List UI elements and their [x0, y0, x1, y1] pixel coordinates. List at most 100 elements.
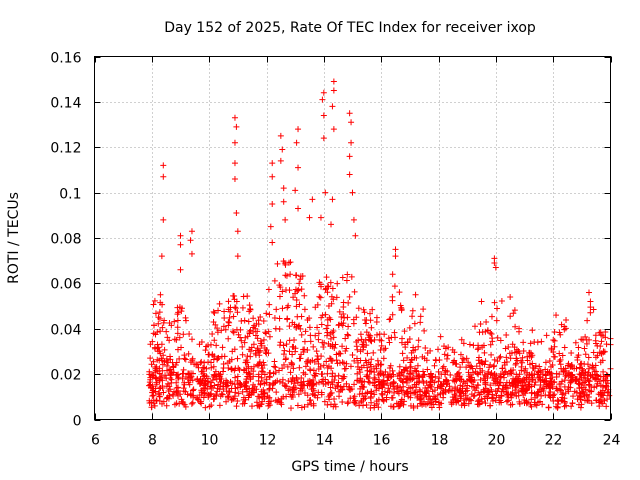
data-point	[382, 345, 389, 352]
data-point	[290, 294, 297, 301]
data-point	[359, 390, 366, 397]
data-point	[243, 369, 250, 376]
data-point	[339, 343, 346, 350]
data-point	[260, 318, 267, 325]
data-point	[423, 393, 430, 400]
data-point	[528, 396, 535, 403]
data-point	[386, 316, 393, 323]
data-point	[456, 387, 463, 394]
data-point	[219, 344, 226, 351]
data-point	[177, 241, 184, 248]
data-point	[488, 351, 495, 358]
data-point	[246, 302, 253, 309]
data-point	[239, 343, 246, 350]
data-point	[351, 399, 358, 406]
data-point	[342, 335, 349, 342]
data-point	[420, 400, 427, 407]
data-point	[408, 357, 415, 364]
data-point	[187, 390, 194, 397]
data-point	[367, 393, 374, 400]
data-point	[553, 403, 560, 410]
data-point	[338, 314, 345, 321]
data-point	[481, 349, 488, 356]
data-point	[265, 350, 272, 357]
data-point	[398, 400, 405, 407]
data-point	[215, 307, 222, 314]
data-point	[503, 398, 510, 405]
data-point	[320, 376, 327, 383]
data-point	[194, 361, 201, 368]
data-point	[528, 383, 535, 390]
data-point	[160, 162, 167, 169]
data-point	[527, 340, 534, 347]
data-point	[301, 292, 308, 299]
data-point	[293, 139, 300, 146]
data-point	[574, 356, 581, 363]
data-point	[470, 384, 477, 391]
data-point	[324, 322, 331, 329]
data-point	[412, 291, 419, 298]
data-point	[415, 379, 422, 386]
data-point	[451, 385, 458, 392]
data-point	[225, 318, 232, 325]
data-point	[317, 214, 324, 221]
data-point	[362, 337, 369, 344]
data-point	[556, 350, 563, 357]
data-point	[404, 354, 411, 361]
data-point	[400, 379, 407, 386]
data-point	[281, 382, 288, 389]
data-point	[483, 318, 490, 325]
data-point	[294, 402, 301, 409]
data-point	[516, 325, 523, 332]
data-point	[474, 381, 481, 388]
data-point	[348, 119, 355, 126]
data-point	[240, 394, 247, 401]
data-point	[357, 331, 364, 338]
data-point	[211, 310, 218, 317]
data-point	[339, 322, 346, 329]
data-point	[499, 365, 506, 372]
data-point	[463, 364, 470, 371]
data-point	[234, 253, 241, 260]
data-point	[269, 380, 276, 387]
data-point	[330, 126, 337, 133]
chart-title: Day 152 of 2025, Rate Of TEC Index for r…	[164, 20, 536, 36]
data-point	[342, 347, 349, 354]
data-point	[150, 372, 157, 379]
data-point	[150, 301, 157, 308]
data-point	[163, 363, 170, 370]
data-point	[288, 405, 295, 412]
data-point	[306, 214, 313, 221]
data-point	[325, 303, 332, 310]
data-point	[548, 346, 555, 353]
data-point	[389, 394, 396, 401]
data-point	[491, 299, 498, 306]
data-point	[390, 378, 397, 385]
data-point	[220, 368, 227, 375]
data-point	[233, 326, 240, 333]
data-point	[301, 403, 308, 410]
data-point	[360, 396, 367, 403]
x-tick-label: 6	[91, 433, 100, 449]
data-point	[315, 330, 322, 337]
data-point	[380, 355, 387, 362]
data-point	[218, 353, 225, 360]
data-point	[216, 300, 223, 307]
data-point	[563, 372, 570, 379]
data-point	[223, 398, 230, 405]
data-point	[281, 347, 288, 354]
data-point	[208, 359, 215, 366]
y-tick-label: 0.08	[50, 232, 81, 248]
data-point	[593, 397, 600, 404]
data-point	[204, 378, 211, 385]
data-point	[180, 388, 187, 395]
data-point	[210, 363, 217, 370]
data-point	[482, 358, 489, 365]
data-point	[466, 341, 473, 348]
data-point	[578, 336, 585, 343]
data-point	[186, 381, 193, 388]
data-point	[345, 323, 352, 330]
data-point	[163, 402, 170, 409]
data-point	[480, 386, 487, 393]
data-point	[242, 382, 249, 389]
